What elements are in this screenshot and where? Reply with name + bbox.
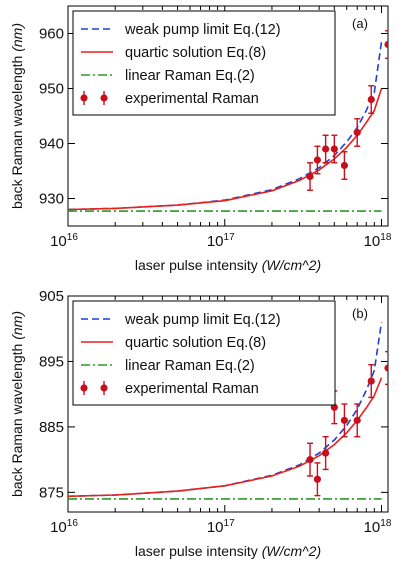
- x-tick-label: 1017: [207, 518, 235, 536]
- data-point: [367, 377, 375, 385]
- legend-entry: quartic solution Eq.(8): [125, 45, 266, 61]
- legend-entry: linear Raman Eq.(2): [125, 358, 255, 374]
- y-tick-label: 905: [39, 288, 64, 305]
- data-point: [353, 416, 361, 424]
- y-axis-label: back Raman wavelength (nm): [9, 23, 25, 209]
- legend-box: [72, 300, 336, 406]
- y-tick-label: 940: [39, 136, 64, 153]
- legend-entry: experimental Raman: [125, 91, 259, 107]
- data-point: [322, 145, 330, 153]
- y-tick-label: 875: [39, 484, 64, 501]
- y-tick-label: 885: [39, 419, 64, 436]
- legend: weak pump limit Eq.(12) quartic solution …: [72, 300, 336, 406]
- series-line: [68, 322, 383, 498]
- series-group: [68, 30, 388, 212]
- data-point: [313, 156, 322, 164]
- legend-entry: weak pump limit Eq.(12): [124, 312, 281, 328]
- panel-label: (b): [352, 306, 368, 321]
- plot-frame: [67, 295, 389, 513]
- data-point: [353, 128, 361, 137]
- data-point: [306, 456, 314, 464]
- x-tick-label: 1018: [364, 232, 392, 250]
- series-group: [68, 322, 388, 500]
- y-tick-label: 960: [39, 26, 64, 43]
- data-point: [330, 145, 338, 153]
- data-point: [340, 416, 349, 424]
- data-point: [306, 172, 314, 181]
- x-tick-label: 1018: [364, 518, 392, 536]
- legend-marker: [80, 384, 88, 392]
- legend-marker: [80, 94, 88, 102]
- legend-marker: [100, 384, 108, 392]
- series-line: [68, 41, 383, 211]
- legend-marker: [100, 94, 108, 102]
- x-tick-label: 1016: [50, 232, 78, 250]
- data-point: [367, 95, 375, 104]
- y-axis-label: back Raman wavelength (nm): [9, 311, 25, 497]
- y-tick-label: 950: [39, 81, 64, 98]
- x-axis-label: laser pulse intensity (W/cm^2): [135, 543, 321, 559]
- series-line: [68, 377, 383, 498]
- chart-panel-b: 1016 1017 1018 875 885 895 905 laser pulse inte…: [9, 288, 392, 559]
- x-axis-label: laser pulse intensity (W/cm^2): [135, 257, 321, 273]
- data-point: [384, 364, 388, 372]
- data-point: [313, 475, 322, 483]
- data-point: [340, 161, 349, 170]
- legend-entry: experimental Raman: [125, 381, 259, 397]
- data-point: [384, 40, 388, 49]
- legend-entry: quartic solution Eq.(8): [125, 335, 266, 351]
- legend-entry: weak pump limit Eq.(12): [124, 22, 281, 38]
- panel-label: (a): [352, 16, 368, 31]
- plot-frame: [67, 5, 389, 227]
- data-point: [322, 449, 330, 457]
- legend-entry: linear Raman Eq.(2): [125, 68, 255, 84]
- x-tick-label: 1017: [207, 232, 235, 250]
- y-tick-label: 930: [39, 191, 64, 208]
- legend: weak pump limit Eq.(12) quartic solution …: [72, 10, 336, 116]
- legend-box: [72, 10, 336, 116]
- series-line: [68, 88, 383, 211]
- x-tick-label: 1016: [50, 518, 78, 536]
- chart-panel-a: 1016 1017 1018 930 940 950 960 laser pulse inte…: [9, 5, 392, 273]
- y-tick-label: 895: [39, 353, 64, 370]
